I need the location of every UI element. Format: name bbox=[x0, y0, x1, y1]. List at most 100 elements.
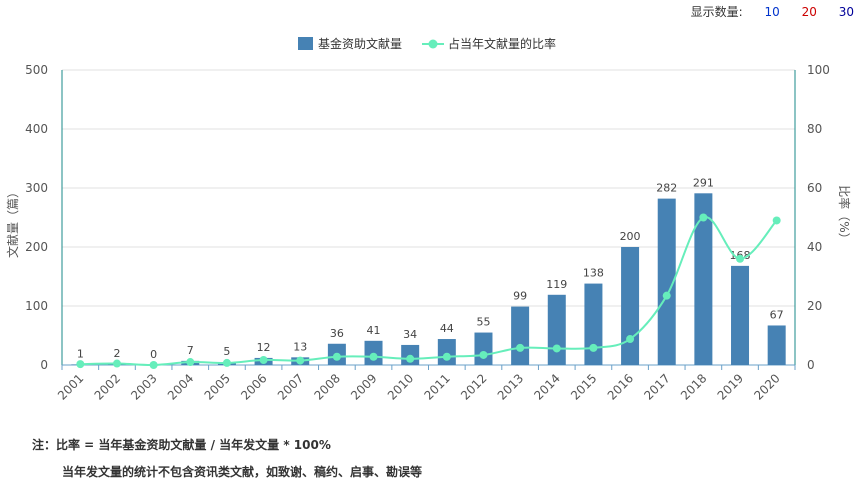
bar-data-label: 282 bbox=[656, 182, 677, 195]
x-tick-label: 2010 bbox=[385, 371, 416, 402]
bar bbox=[511, 306, 530, 365]
y2-tick-label: 60 bbox=[807, 181, 822, 195]
bar-data-label: 200 bbox=[620, 230, 641, 243]
bar-data-label: 13 bbox=[293, 340, 307, 353]
ratio-point bbox=[772, 216, 781, 225]
bar-data-label: 41 bbox=[367, 324, 381, 337]
bar-data-label: 291 bbox=[693, 176, 714, 189]
x-tick-label: 2016 bbox=[605, 371, 636, 402]
ratio-point bbox=[479, 350, 488, 359]
bar bbox=[437, 339, 456, 365]
ratio-point bbox=[332, 352, 341, 361]
ratio-point bbox=[516, 343, 525, 352]
bar-data-label: 119 bbox=[546, 278, 567, 291]
legend-bar-swatch bbox=[298, 37, 313, 50]
x-tick-label: 2014 bbox=[531, 371, 562, 402]
note-ratio-formula: 注：比率 = 当年基金资助文献量 / 当年发文量 * 100% bbox=[32, 438, 331, 452]
legend-bar-label: 基金资助文献量 bbox=[318, 36, 402, 51]
bar-data-label: 7 bbox=[187, 344, 194, 357]
x-tick-label: 2005 bbox=[202, 371, 233, 402]
x-tick-label: 2020 bbox=[751, 371, 782, 402]
y-tick-label: 500 bbox=[25, 63, 48, 77]
bar bbox=[767, 325, 786, 365]
ratio-point bbox=[662, 291, 671, 300]
display-count-selector: 显示数量: 10 20 30 bbox=[673, 3, 854, 20]
ratio-point bbox=[186, 358, 195, 367]
line-series bbox=[76, 213, 781, 369]
y-axis-title: 文献量（篇） bbox=[5, 186, 20, 258]
bar-data-label: 34 bbox=[403, 328, 417, 341]
y-tick-label: 100 bbox=[25, 299, 48, 313]
ratio-point bbox=[259, 355, 268, 364]
bar-data-label: 67 bbox=[770, 308, 784, 321]
x-tick-label: 2012 bbox=[458, 371, 489, 402]
ratio-point bbox=[296, 356, 305, 365]
x-tick-label: 2019 bbox=[715, 371, 746, 402]
bar-data-label: 36 bbox=[330, 327, 344, 340]
y2-tick-label: 100 bbox=[807, 63, 830, 77]
x-tick-label: 2003 bbox=[128, 371, 159, 402]
y2-tick-label: 40 bbox=[807, 240, 822, 254]
ratio-point bbox=[626, 335, 635, 344]
bar bbox=[547, 294, 566, 365]
y2-tick-label: 0 bbox=[807, 358, 815, 372]
bar bbox=[694, 193, 713, 365]
gridlines bbox=[62, 69, 795, 307]
bar bbox=[584, 283, 603, 365]
ratio-point bbox=[406, 354, 415, 363]
ratio-point bbox=[149, 361, 158, 369]
x-tick-label: 2011 bbox=[421, 371, 452, 402]
ratio-point bbox=[589, 343, 598, 352]
bar bbox=[657, 198, 676, 365]
legend: 基金资助文献量 占当年文献量的比率 bbox=[298, 36, 556, 51]
legend-line-marker bbox=[428, 39, 438, 49]
ratio-point bbox=[222, 358, 231, 367]
bar-data-label: 2 bbox=[113, 347, 120, 360]
bar-data-label: 99 bbox=[513, 290, 527, 303]
display-count-option-20[interactable]: 20 bbox=[801, 5, 817, 19]
note-exclusion: 当年发文量的统计不包含资讯类文献，如致谢、稿约、启事、勘误等 bbox=[62, 465, 423, 479]
ratio-point bbox=[552, 344, 561, 353]
x-tick-label: 2018 bbox=[678, 371, 709, 402]
bar-data-labels: 1207512133641344455991191382002822911686… bbox=[77, 176, 784, 361]
ratio-point bbox=[369, 352, 378, 361]
y2-tick-label: 20 bbox=[807, 299, 822, 313]
bar-data-label: 138 bbox=[583, 267, 604, 280]
axes bbox=[61, 70, 796, 370]
y-tick-label: 0 bbox=[40, 358, 48, 372]
x-tick-label: 2007 bbox=[275, 371, 306, 402]
legend-line-label: 占当年文献量的比率 bbox=[448, 36, 556, 51]
x-tick-label: 2006 bbox=[238, 371, 269, 402]
x-tick-label: 2009 bbox=[348, 371, 379, 402]
y-tick-label: 200 bbox=[25, 240, 48, 254]
bar bbox=[621, 247, 640, 365]
bar bbox=[474, 332, 493, 365]
y-tick-label: 300 bbox=[25, 181, 48, 195]
bar-data-label: 5 bbox=[223, 345, 230, 358]
y-tick-label: 400 bbox=[25, 122, 48, 136]
x-tick-label: 2017 bbox=[641, 371, 672, 402]
bar-data-label: 12 bbox=[257, 341, 271, 354]
x-tick-label: 2001 bbox=[55, 371, 86, 402]
x-tick-label: 2015 bbox=[568, 371, 599, 402]
display-count-option-10[interactable]: 10 bbox=[764, 5, 780, 19]
bar-series bbox=[71, 193, 786, 365]
y2-axis-title: 比率（%） bbox=[837, 185, 852, 244]
y2-tick-label: 80 bbox=[807, 122, 822, 136]
funding-chart: 1207512133641344455991191382002822911686… bbox=[5, 36, 852, 403]
x-tick-label: 2004 bbox=[165, 371, 196, 402]
display-count-option-30[interactable]: 30 bbox=[838, 5, 854, 19]
bar-data-label: 1 bbox=[77, 347, 84, 360]
ratio-point bbox=[442, 352, 451, 361]
ratio-point bbox=[736, 254, 745, 263]
x-tick-label: 2008 bbox=[311, 371, 342, 402]
ratio-point bbox=[699, 213, 708, 222]
x-tick-label: 2013 bbox=[495, 371, 526, 402]
x-tick-label: 2002 bbox=[92, 371, 123, 402]
ratio-point bbox=[112, 359, 121, 368]
bar-data-label: 44 bbox=[440, 322, 454, 335]
ratio-point bbox=[76, 360, 85, 369]
bar bbox=[731, 265, 750, 365]
bar-data-label: 0 bbox=[150, 348, 157, 361]
bar-data-label: 55 bbox=[476, 316, 490, 329]
